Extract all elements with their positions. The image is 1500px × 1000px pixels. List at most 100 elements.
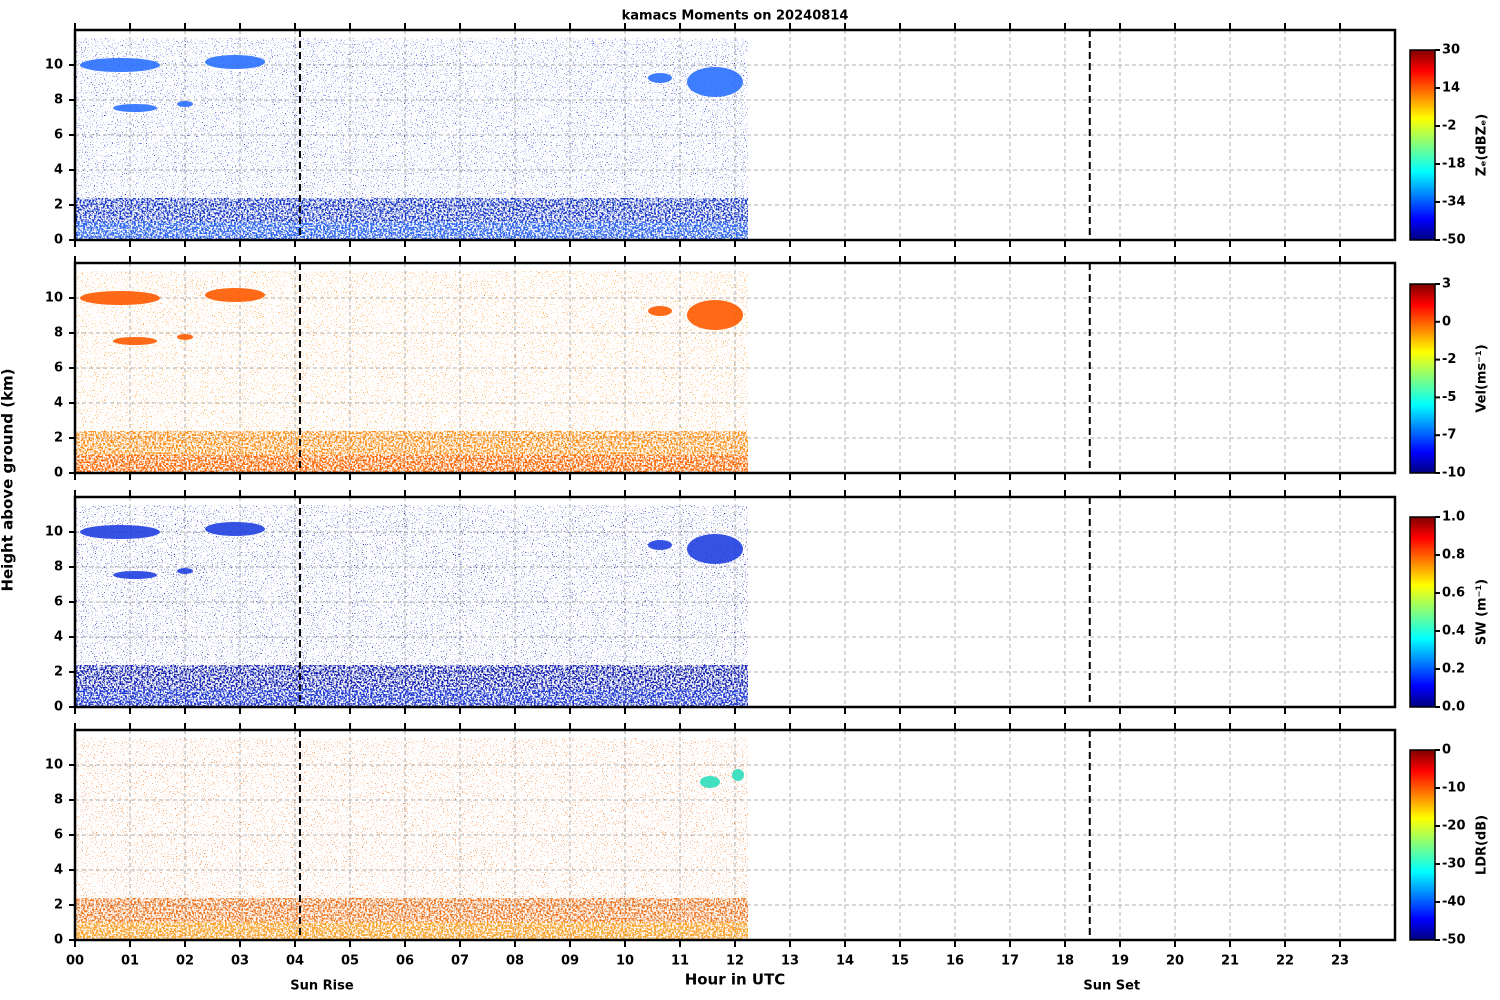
colorbar-tick-label: 30 bbox=[1442, 43, 1460, 58]
x-tick-label: 06 bbox=[396, 954, 414, 969]
colorbar-label: SW (m⁻¹) bbox=[1475, 579, 1490, 645]
echo-layer bbox=[75, 922, 748, 940]
y-tick-label: 10 bbox=[45, 758, 63, 773]
colorbar-tick-label: -5 bbox=[1442, 390, 1456, 405]
echo-layer bbox=[75, 689, 748, 707]
colorbar-tick-label: -18 bbox=[1442, 157, 1466, 172]
echo-cloud bbox=[113, 104, 157, 112]
echo-cloud bbox=[700, 776, 720, 788]
plot-frame bbox=[73, 728, 1397, 942]
x-tick-label: 07 bbox=[451, 954, 469, 969]
y-tick-label: 0 bbox=[54, 466, 63, 481]
colorbar-tick-label: -2 bbox=[1442, 352, 1456, 367]
x-tick-label: 15 bbox=[891, 954, 909, 969]
y-tick-label: 2 bbox=[54, 898, 63, 913]
colorbar-tick-label: 3 bbox=[1442, 277, 1451, 292]
y-tick-label: 2 bbox=[54, 198, 63, 213]
echo-cloud bbox=[177, 101, 193, 107]
echo-layer bbox=[75, 455, 748, 473]
y-tick-label: 6 bbox=[54, 361, 63, 376]
y-axis-label: Height above ground (km) bbox=[0, 368, 17, 591]
echo-cloud bbox=[80, 525, 160, 539]
echo-cloud bbox=[205, 288, 265, 302]
x-tick-label: 21 bbox=[1221, 954, 1239, 969]
x-tick-label: 02 bbox=[176, 954, 194, 969]
colorbar-tick-label: 0.0 bbox=[1442, 700, 1465, 715]
y-tick-label: 2 bbox=[54, 665, 63, 680]
echo-cloud bbox=[732, 769, 744, 781]
echo-cloud bbox=[687, 300, 743, 330]
y-tick-label: 8 bbox=[54, 93, 63, 108]
colorbar-tick-label: 0.6 bbox=[1442, 586, 1465, 601]
y-tick-label: 0 bbox=[54, 700, 63, 715]
colorbar bbox=[1409, 49, 1436, 241]
colorbar-tick-label: 0.4 bbox=[1442, 624, 1465, 639]
sun-label: Sun Rise bbox=[290, 979, 354, 994]
x-tick-label: 04 bbox=[286, 954, 304, 969]
x-tick-label: 14 bbox=[836, 954, 854, 969]
x-tick-label: 12 bbox=[726, 954, 744, 969]
x-tick-label: 00 bbox=[66, 954, 84, 969]
x-tick-label: 08 bbox=[506, 954, 524, 969]
colorbar-tick-label: 14 bbox=[1442, 81, 1460, 96]
plot-frame bbox=[73, 28, 1397, 242]
echo-cloud bbox=[687, 67, 743, 97]
echo-texture bbox=[75, 505, 748, 665]
colorbar-tick-label: 0.8 bbox=[1442, 548, 1465, 563]
colorbar-tick-label: -50 bbox=[1442, 933, 1466, 948]
echo-cloud bbox=[80, 291, 160, 305]
colorbar-tick-label: -40 bbox=[1442, 895, 1466, 910]
colorbar-tick-label: -2 bbox=[1442, 119, 1456, 134]
colorbar-tick-label: -30 bbox=[1442, 857, 1466, 872]
colorbar-tick-label: -7 bbox=[1442, 428, 1456, 443]
y-tick-label: 8 bbox=[54, 560, 63, 575]
y-tick-label: 4 bbox=[54, 396, 63, 411]
plot-frame bbox=[73, 261, 1397, 475]
y-tick-label: 0 bbox=[54, 233, 63, 248]
x-tick-label: 10 bbox=[616, 954, 634, 969]
colorbar-tick-label: -10 bbox=[1442, 781, 1466, 796]
y-tick-label: 8 bbox=[54, 326, 63, 341]
echo-cloud bbox=[177, 334, 193, 340]
x-tick-label: 18 bbox=[1056, 954, 1074, 969]
colorbar-label: Vel(ms⁻¹) bbox=[1475, 344, 1490, 412]
y-tick-label: 6 bbox=[54, 595, 63, 610]
y-tick-label: 4 bbox=[54, 630, 63, 645]
y-tick-label: 8 bbox=[54, 793, 63, 808]
echo-cloud bbox=[113, 571, 157, 579]
colorbar-label: Zₑ(dBZₑ) bbox=[1475, 114, 1490, 176]
colorbar-tick-label: 1.0 bbox=[1442, 510, 1465, 525]
echo-texture bbox=[75, 738, 748, 898]
colorbar-tick-label: -50 bbox=[1442, 233, 1466, 248]
y-tick-label: 4 bbox=[54, 863, 63, 878]
y-tick-label: 4 bbox=[54, 163, 63, 178]
y-tick-label: 10 bbox=[45, 58, 63, 73]
x-tick-label: 11 bbox=[671, 954, 689, 969]
colorbar-label: LDR(dB) bbox=[1475, 815, 1490, 875]
echo-cloud bbox=[687, 534, 743, 564]
echo-layer bbox=[75, 222, 748, 240]
y-tick-label: 0 bbox=[54, 933, 63, 948]
x-tick-label: 03 bbox=[231, 954, 249, 969]
y-tick-label: 6 bbox=[54, 828, 63, 843]
x-tick-label: 01 bbox=[121, 954, 139, 969]
echo-cloud bbox=[648, 73, 672, 83]
y-tick-label: 2 bbox=[54, 431, 63, 446]
x-tick-label: 05 bbox=[341, 954, 359, 969]
colorbar bbox=[1409, 749, 1436, 941]
x-axis-label: Hour in UTC bbox=[685, 971, 786, 989]
colorbar-tick-label: 0.2 bbox=[1442, 662, 1465, 677]
echo-texture bbox=[75, 271, 748, 431]
x-tick-label: 20 bbox=[1166, 954, 1184, 969]
colorbar-tick-label: 0 bbox=[1442, 314, 1451, 329]
x-tick-label: 13 bbox=[781, 954, 799, 969]
echo-cloud bbox=[177, 568, 193, 574]
y-tick-label: 6 bbox=[54, 128, 63, 143]
echo-cloud bbox=[205, 55, 265, 69]
colorbar bbox=[1409, 283, 1436, 474]
y-tick-label: 10 bbox=[45, 525, 63, 540]
x-tick-label: 17 bbox=[1001, 954, 1019, 969]
chart-title: kamacs Moments on 20240814 bbox=[622, 9, 849, 24]
plot-frame bbox=[73, 495, 1397, 709]
